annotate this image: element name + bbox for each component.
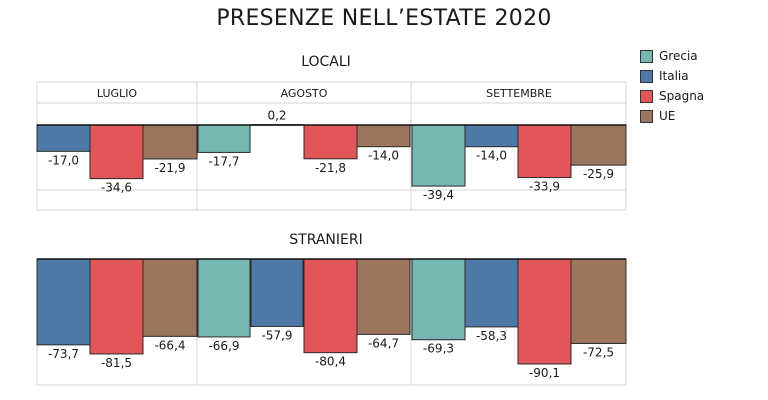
bar-locali-settembre-ue bbox=[570, 124, 627, 166]
data-label-locali-settembre-italia: -14,0 bbox=[476, 149, 507, 163]
bar-locali-luglio-italia bbox=[36, 124, 91, 152]
data-label-locali-agosto-italia: 0,2 bbox=[267, 109, 286, 123]
data-label-locali-luglio-italia: -17,0 bbox=[48, 153, 79, 167]
data-label-stranieri-settembre-italia: -58,3 bbox=[476, 329, 507, 343]
data-label-locali-agosto-grecia: -17,7 bbox=[208, 154, 239, 168]
data-label-stranieri-luglio-italia: -73,7 bbox=[48, 347, 79, 361]
data-label-locali-luglio-spagna: -34,6 bbox=[101, 181, 132, 195]
data-label-locali-agosto-ue: -14,0 bbox=[368, 149, 399, 163]
data-label-locali-agosto-spagna: -21,8 bbox=[315, 161, 346, 175]
bar-stranieri-agosto-italia bbox=[250, 258, 304, 327]
month-label-settembre: SETTEMBRE bbox=[486, 87, 552, 100]
legend-label-grecia: Grecia bbox=[659, 49, 698, 63]
legend-item-grecia[interactable]: Grecia bbox=[640, 46, 704, 66]
bar-locali-agosto-ue bbox=[356, 124, 411, 148]
data-label-stranieri-settembre-spagna: -90,1 bbox=[529, 366, 560, 380]
data-label-stranieri-settembre-grecia: -69,3 bbox=[423, 342, 454, 356]
legend: Grecia Italia Spagna UE bbox=[640, 46, 704, 126]
month-label-luglio: LUGLIO bbox=[97, 87, 138, 100]
legend-label-ue: UE bbox=[659, 109, 676, 123]
data-label-stranieri-settembre-ue: -72,5 bbox=[583, 345, 614, 359]
data-label-stranieri-agosto-ue: -64,7 bbox=[368, 336, 399, 350]
bar-locali-settembre-spagna bbox=[517, 124, 572, 179]
bar-locali-settembre-grecia bbox=[411, 124, 466, 187]
bar-stranieri-luglio-spagna bbox=[89, 258, 144, 355]
bar-stranieri-luglio-italia bbox=[36, 258, 91, 346]
data-label-stranieri-luglio-spagna: -81,5 bbox=[101, 356, 132, 370]
panel-title-locali: LOCALI bbox=[301, 54, 351, 70]
bar-stranieri-settembre-spagna bbox=[517, 258, 572, 365]
data-label-locali-settembre-spagna: -33,9 bbox=[529, 180, 560, 194]
bar-stranieri-agosto-ue bbox=[356, 258, 411, 335]
data-label-stranieri-agosto-spagna: -80,4 bbox=[315, 355, 346, 369]
bar-locali-agosto-grecia bbox=[197, 124, 251, 153]
legend-swatch-spagna bbox=[640, 89, 653, 103]
data-label-locali-luglio-ue: -21,9 bbox=[154, 161, 185, 175]
data-label-locali-settembre-grecia: -39,4 bbox=[423, 188, 454, 202]
month-label-agosto: AGOSTO bbox=[281, 87, 328, 100]
bar-locali-luglio-spagna bbox=[89, 124, 144, 180]
bar-stranieri-settembre-ue bbox=[570, 258, 627, 344]
chart-title: PRESENZE NELL’ESTATE 2020 bbox=[216, 6, 552, 31]
panel-title-stranieri: STRANIERI bbox=[289, 232, 362, 248]
data-label-stranieri-luglio-ue: -66,4 bbox=[154, 338, 185, 352]
bar-stranieri-luglio-ue bbox=[142, 258, 198, 337]
legend-item-italia[interactable]: Italia bbox=[640, 66, 704, 86]
legend-swatch-ue bbox=[640, 109, 653, 123]
bar-stranieri-settembre-grecia bbox=[411, 258, 466, 341]
bar-stranieri-agosto-grecia bbox=[197, 258, 251, 338]
bar-stranieri-settembre-italia bbox=[464, 258, 519, 328]
bar-locali-luglio-ue bbox=[142, 124, 198, 160]
legend-swatch-italia bbox=[640, 69, 653, 83]
bar-locali-settembre-italia bbox=[464, 124, 519, 148]
data-label-stranieri-agosto-grecia: -66,9 bbox=[208, 339, 239, 353]
data-label-locali-settembre-ue: -25,9 bbox=[583, 167, 614, 181]
legend-swatch-grecia bbox=[640, 49, 653, 63]
data-label-stranieri-agosto-italia: -57,9 bbox=[261, 328, 292, 342]
bar-locali-agosto-spagna bbox=[303, 124, 358, 160]
bar-stranieri-agosto-spagna bbox=[303, 258, 358, 354]
legend-item-ue[interactable]: UE bbox=[640, 106, 704, 126]
legend-label-spagna: Spagna bbox=[659, 89, 705, 103]
legend-label-italia: Italia bbox=[659, 69, 689, 83]
legend-item-spagna[interactable]: Spagna bbox=[640, 86, 704, 106]
